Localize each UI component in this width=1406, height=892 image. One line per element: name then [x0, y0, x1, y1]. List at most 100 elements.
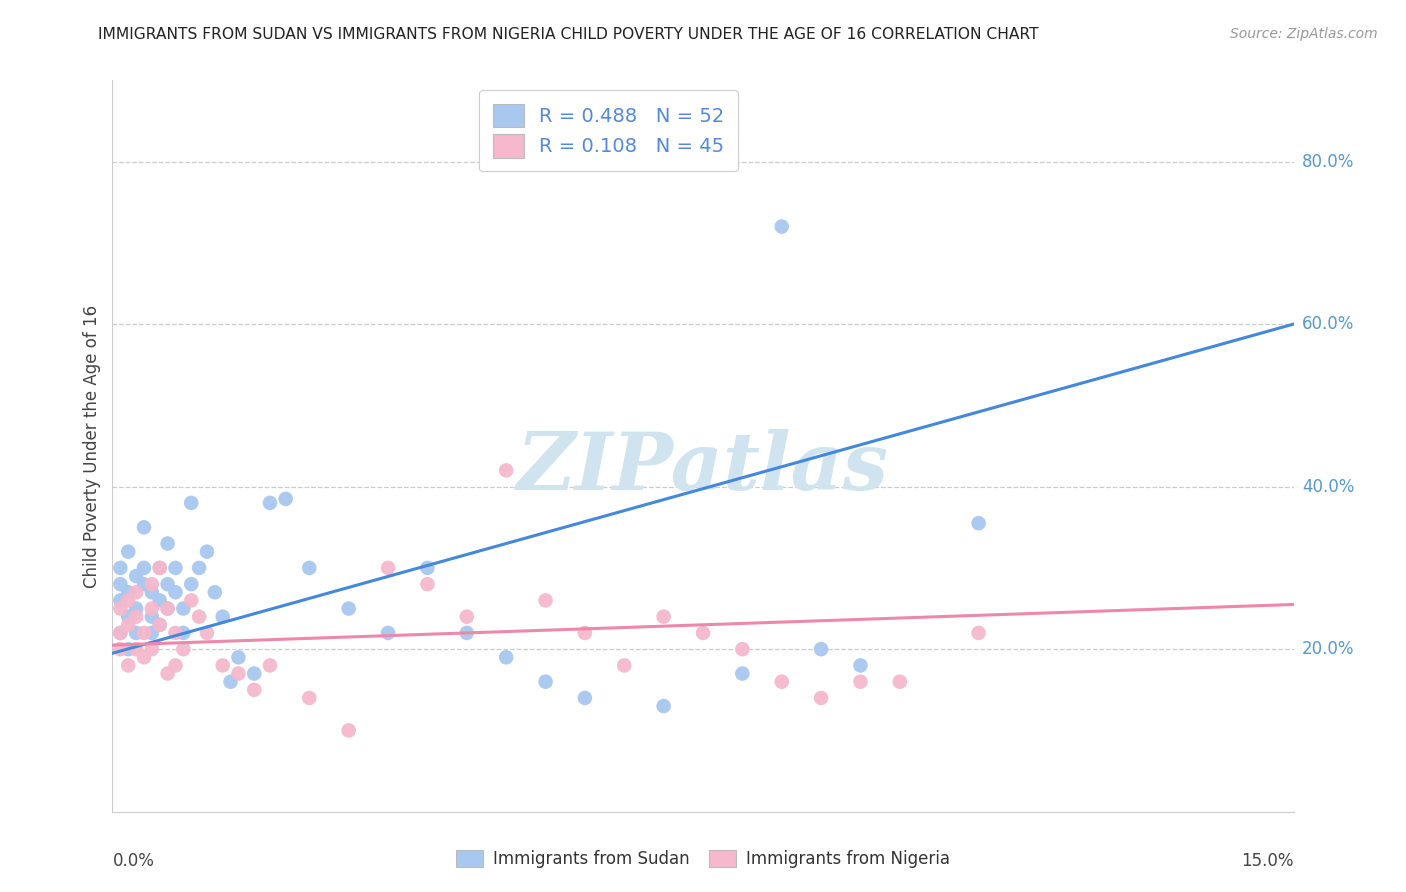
Point: [156, 536, 179, 550]
Point: [180, 593, 202, 607]
Point: [125, 601, 148, 615]
Point: [534, 593, 557, 607]
Point: [195, 626, 218, 640]
Text: 0.0%: 0.0%: [112, 852, 155, 870]
Point: [117, 609, 139, 624]
Point: [110, 626, 132, 640]
Point: [810, 642, 832, 657]
Point: [731, 642, 754, 657]
Point: [849, 674, 872, 689]
Point: [337, 723, 360, 738]
Point: [110, 601, 132, 615]
Point: [141, 577, 163, 591]
Point: [770, 674, 793, 689]
Point: [228, 666, 250, 681]
Point: [534, 674, 557, 689]
Point: [377, 626, 399, 640]
Point: [110, 593, 132, 607]
Point: [132, 577, 155, 591]
Point: [132, 520, 155, 534]
Point: [731, 666, 754, 681]
Point: [125, 609, 148, 624]
Point: [156, 666, 179, 681]
Point: [172, 642, 194, 657]
Point: [849, 658, 872, 673]
Point: [810, 690, 832, 705]
Point: [770, 219, 793, 234]
Point: [180, 496, 202, 510]
Point: [125, 626, 148, 640]
Point: [110, 561, 132, 575]
Point: [110, 577, 132, 591]
Point: [211, 609, 233, 624]
Point: [141, 609, 163, 624]
Point: [456, 609, 478, 624]
Point: [156, 601, 179, 615]
Point: [165, 626, 187, 640]
Point: [180, 577, 202, 591]
Text: 80.0%: 80.0%: [1302, 153, 1354, 170]
Text: ZIPatlas: ZIPatlas: [517, 429, 889, 507]
Point: [243, 682, 266, 697]
Point: [172, 601, 194, 615]
Point: [132, 626, 155, 640]
Text: Source: ZipAtlas.com: Source: ZipAtlas.com: [1230, 27, 1378, 41]
Point: [967, 516, 990, 531]
Point: [141, 626, 163, 640]
Legend: Immigrants from Sudan, Immigrants from Nigeria: Immigrants from Sudan, Immigrants from N…: [450, 843, 956, 875]
Text: IMMIGRANTS FROM SUDAN VS IMMIGRANTS FROM NIGERIA CHILD POVERTY UNDER THE AGE OF : IMMIGRANTS FROM SUDAN VS IMMIGRANTS FROM…: [98, 27, 1039, 42]
Point: [574, 626, 596, 640]
Point: [416, 561, 439, 575]
Point: [125, 569, 148, 583]
Point: [110, 642, 132, 657]
Point: [377, 561, 399, 575]
Point: [165, 585, 187, 599]
Point: [117, 658, 139, 673]
Point: [692, 626, 714, 640]
Point: [117, 593, 139, 607]
Point: [495, 463, 517, 477]
Y-axis label: Child Poverty Under the Age of 16: Child Poverty Under the Age of 16: [83, 304, 101, 588]
Point: [228, 650, 250, 665]
Point: [141, 601, 163, 615]
Point: [117, 617, 139, 632]
Point: [456, 626, 478, 640]
Point: [298, 561, 321, 575]
Text: 60.0%: 60.0%: [1302, 315, 1354, 333]
Point: [211, 658, 233, 673]
Point: [967, 626, 990, 640]
Point: [195, 544, 218, 558]
Point: [141, 642, 163, 657]
Point: [149, 561, 172, 575]
Point: [132, 561, 155, 575]
Point: [149, 617, 172, 632]
Point: [652, 609, 675, 624]
Point: [125, 642, 148, 657]
Legend: R = 0.488   N = 52, R = 0.108   N = 45: R = 0.488 N = 52, R = 0.108 N = 45: [479, 90, 738, 171]
Point: [574, 690, 596, 705]
Point: [172, 626, 194, 640]
Point: [495, 650, 517, 665]
Point: [259, 496, 281, 510]
Point: [156, 577, 179, 591]
Text: 40.0%: 40.0%: [1302, 477, 1354, 496]
Point: [298, 690, 321, 705]
Point: [259, 658, 281, 673]
Point: [165, 561, 187, 575]
Point: [889, 674, 911, 689]
Point: [156, 601, 179, 615]
Point: [165, 658, 187, 673]
Point: [274, 491, 297, 506]
Point: [337, 601, 360, 615]
Point: [141, 585, 163, 599]
Point: [110, 626, 132, 640]
Point: [219, 674, 242, 689]
Point: [117, 585, 139, 599]
Point: [204, 585, 226, 599]
Text: 15.0%: 15.0%: [1241, 852, 1294, 870]
Point: [243, 666, 266, 681]
Point: [149, 561, 172, 575]
Point: [188, 561, 211, 575]
Point: [125, 585, 148, 599]
Point: [117, 544, 139, 558]
